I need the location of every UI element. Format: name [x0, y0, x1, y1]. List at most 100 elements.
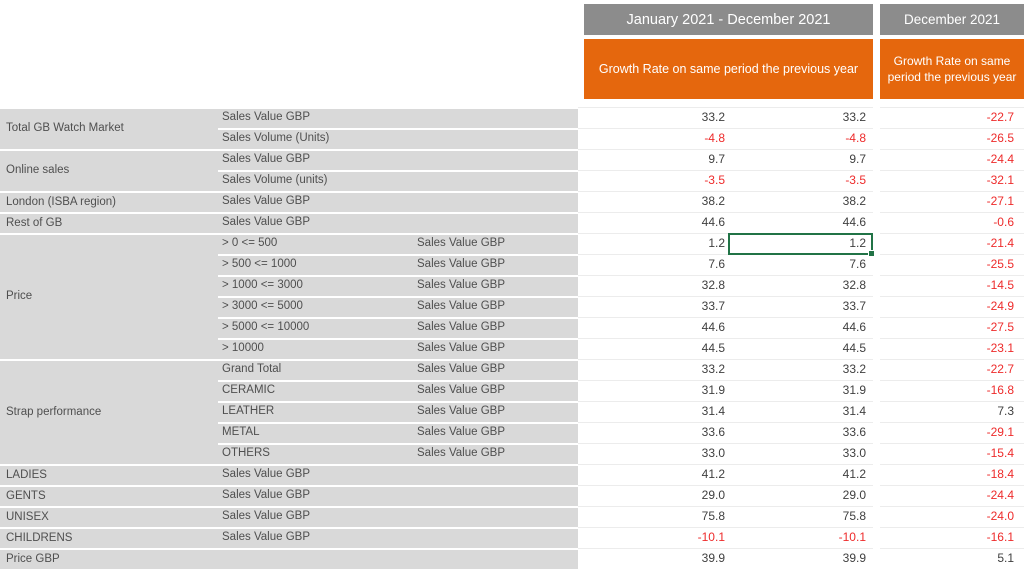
group-cell[interactable] [0, 233, 218, 254]
sub-label-cell[interactable]: > 500 <= 1000 [218, 254, 415, 275]
group-cell[interactable] [0, 548, 218, 569]
group-cell[interactable] [0, 338, 218, 359]
group-cell[interactable] [0, 128, 218, 149]
cell-v1[interactable]: 7.6 [578, 254, 729, 275]
cell-v1[interactable]: -4.8 [578, 128, 729, 149]
group-cell[interactable] [0, 254, 218, 275]
header-period-dec[interactable]: December 2021 [880, 4, 1024, 35]
metric-label-cell[interactable] [415, 212, 578, 233]
sub-label-cell[interactable]: Sales Value GBP [218, 485, 415, 506]
cell-v2[interactable]: 33.2 [729, 107, 873, 128]
cell-v2[interactable]: -10.1 [729, 527, 873, 548]
group-cell[interactable] [0, 506, 218, 527]
sub-label-cell[interactable]: > 0 <= 500 [218, 233, 415, 254]
sub-label-cell[interactable]: Sales Value GBP [218, 464, 415, 485]
cell-v1[interactable]: 31.9 [578, 380, 729, 401]
cell-v3[interactable]: -24.4 [880, 149, 1024, 170]
cell-v3[interactable]: -24.9 [880, 296, 1024, 317]
cell-v2[interactable]: -3.5 [729, 170, 873, 191]
cell-v1[interactable]: 41.2 [578, 464, 729, 485]
group-cell[interactable] [0, 275, 218, 296]
sub-label-cell[interactable]: Sales Value GBP [218, 527, 415, 548]
group-cell[interactable] [0, 149, 218, 170]
cell-v1[interactable]: 33.7 [578, 296, 729, 317]
sub-label-cell[interactable]: Sales Value GBP [218, 191, 415, 212]
group-cell[interactable] [0, 296, 218, 317]
cell-v1[interactable]: 29.0 [578, 485, 729, 506]
header-growth-rate-jan-dec[interactable]: Growth Rate on same period the previous … [584, 39, 873, 99]
cell-v3[interactable]: -24.0 [880, 506, 1024, 527]
cell-v3[interactable]: -21.4 [880, 233, 1024, 254]
metric-label-cell[interactable]: Sales Value GBP [415, 296, 578, 317]
sub-label-cell[interactable]: LEATHER [218, 401, 415, 422]
group-cell[interactable] [0, 527, 218, 548]
cell-v3[interactable]: -14.5 [880, 275, 1024, 296]
metric-label-cell[interactable] [415, 170, 578, 191]
cell-v2[interactable]: 31.4 [729, 401, 873, 422]
sub-label-cell[interactable]: Sales Value GBP [218, 149, 415, 170]
group-cell[interactable] [0, 317, 218, 338]
metric-label-cell[interactable] [415, 506, 578, 527]
cell-v3[interactable]: -24.4 [880, 485, 1024, 506]
sub-label-cell[interactable]: > 5000 <= 10000 [218, 317, 415, 338]
header-growth-rate-dec[interactable]: Growth Rate on same period the previous … [880, 39, 1024, 99]
cell-v2[interactable]: 39.9 [729, 548, 873, 569]
metric-label-cell[interactable] [415, 191, 578, 212]
metric-label-cell[interactable]: Sales Value GBP [415, 380, 578, 401]
cell-v1[interactable]: 39.9 [578, 548, 729, 569]
cell-v2[interactable]: 33.0 [729, 443, 873, 464]
sub-label-cell[interactable]: Sales Value GBP [218, 506, 415, 527]
cell-v3[interactable]: 5.1 [880, 548, 1024, 569]
selected-cell[interactable]: 1.2 [728, 233, 875, 257]
cell-v1[interactable]: 9.7 [578, 149, 729, 170]
sub-label-cell[interactable] [218, 548, 415, 569]
metric-label-cell[interactable]: Sales Value GBP [415, 401, 578, 422]
metric-label-cell[interactable] [415, 107, 578, 128]
cell-v2[interactable]: 33.2 [729, 359, 873, 380]
header-period-jan-dec[interactable]: January 2021 - December 2021 [584, 4, 873, 35]
metric-label-cell[interactable] [415, 149, 578, 170]
sub-label-cell[interactable]: Sales Volume (Units) [218, 128, 415, 149]
sub-label-cell[interactable]: > 3000 <= 5000 [218, 296, 415, 317]
cell-v3[interactable]: -32.1 [880, 170, 1024, 191]
group-cell[interactable] [0, 170, 218, 191]
cell-v2[interactable]: 31.9 [729, 380, 873, 401]
cell-v3[interactable]: -22.7 [880, 359, 1024, 380]
sub-label-cell[interactable]: OTHERS [218, 443, 415, 464]
cell-v1[interactable]: -3.5 [578, 170, 729, 191]
cell-v1[interactable]: 44.6 [578, 212, 729, 233]
cell-v1[interactable]: 75.8 [578, 506, 729, 527]
metric-label-cell[interactable]: Sales Value GBP [415, 422, 578, 443]
sub-label-cell[interactable]: Sales Value GBP [218, 212, 415, 233]
cell-v1[interactable]: 44.6 [578, 317, 729, 338]
cell-v1[interactable]: 32.8 [578, 275, 729, 296]
cell-v1[interactable]: 38.2 [578, 191, 729, 212]
metric-label-cell[interactable]: Sales Value GBP [415, 233, 578, 254]
group-cell[interactable] [0, 443, 218, 464]
cell-v2[interactable]: 33.7 [729, 296, 873, 317]
metric-label-cell[interactable]: Sales Value GBP [415, 254, 578, 275]
cell-v3[interactable]: -27.1 [880, 191, 1024, 212]
metric-label-cell[interactable]: Sales Value GBP [415, 317, 578, 338]
sub-label-cell[interactable]: > 1000 <= 3000 [218, 275, 415, 296]
sub-label-cell[interactable]: METAL [218, 422, 415, 443]
metric-label-cell[interactable]: Sales Value GBP [415, 275, 578, 296]
metric-label-cell[interactable]: Sales Value GBP [415, 359, 578, 380]
cell-v3[interactable]: -22.7 [880, 107, 1024, 128]
sub-label-cell[interactable]: > 10000 [218, 338, 415, 359]
group-cell[interactable] [0, 485, 218, 506]
cell-v2[interactable]: 75.8 [729, 506, 873, 527]
metric-label-cell[interactable] [415, 485, 578, 506]
metric-label-cell[interactable] [415, 464, 578, 485]
group-cell[interactable] [0, 422, 218, 443]
group-cell[interactable] [0, 380, 218, 401]
cell-v3[interactable]: -23.1 [880, 338, 1024, 359]
cell-v2[interactable]: 33.6 [729, 422, 873, 443]
group-cell[interactable] [0, 191, 218, 212]
cell-v3[interactable]: -15.4 [880, 443, 1024, 464]
sub-label-cell[interactable]: CERAMIC [218, 380, 415, 401]
metric-label-cell[interactable] [415, 527, 578, 548]
cell-v2[interactable]: 38.2 [729, 191, 873, 212]
group-cell[interactable] [0, 401, 218, 422]
metric-label-cell[interactable]: Sales Value GBP [415, 338, 578, 359]
